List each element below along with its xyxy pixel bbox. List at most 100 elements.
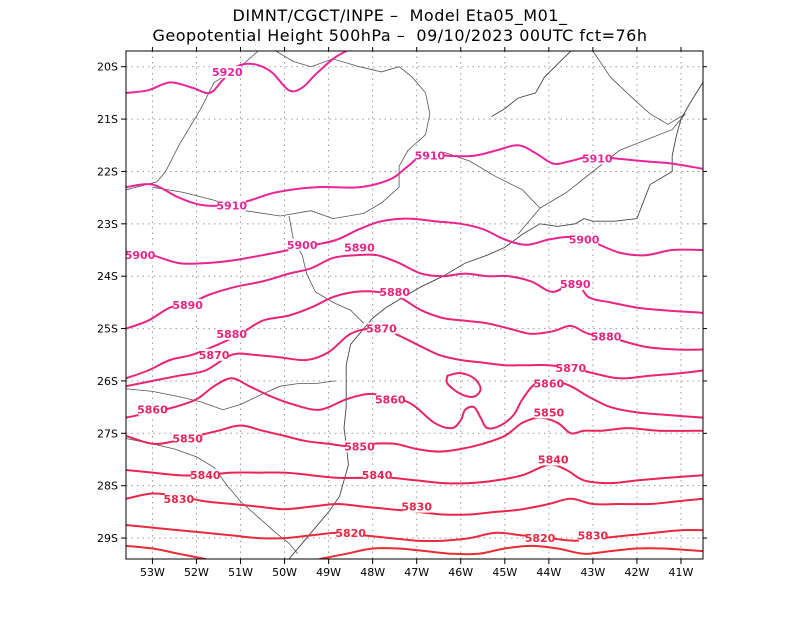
- contour-line-5880: [126, 290, 703, 380]
- lat-tick-label: 26S: [97, 375, 118, 388]
- contour-label-bg: [345, 440, 374, 453]
- contour-label-bg: [402, 500, 431, 513]
- contour-label: 5870: [366, 322, 397, 336]
- lat-tick-label: 24S: [97, 270, 118, 283]
- contour-line-5890: [126, 253, 703, 330]
- lat-tick-label: 28S: [97, 480, 118, 493]
- lon-tick-label: 52W: [184, 566, 209, 579]
- contour-label-text: 5840: [538, 453, 569, 466]
- lon-tick-label: 50W: [272, 566, 297, 579]
- lon-tick-label: 48W: [360, 566, 385, 579]
- contour-label: 5880: [216, 327, 247, 341]
- contour-label-bg: [363, 469, 392, 482]
- contour-label-bg: [556, 361, 585, 374]
- lat-tick-label: 21S: [97, 113, 118, 126]
- lon-tick-label: 47W: [404, 566, 429, 579]
- contour-label-text: 5910: [415, 150, 446, 163]
- contour-label-text: 5820: [335, 527, 366, 540]
- state-border: [539, 113, 686, 209]
- contour-label-bg: [534, 377, 563, 390]
- contour-label-text: 5870: [556, 362, 587, 375]
- contour-label-bg: [164, 492, 193, 505]
- contour-label-text: 5830: [401, 501, 432, 514]
- contour-label-text: 5880: [379, 286, 410, 299]
- contour-label-bg: [191, 469, 220, 482]
- contour-label-text: 5890: [172, 299, 203, 312]
- contour-label-bg: [213, 65, 242, 78]
- state-border: [275, 51, 431, 188]
- contour-label-bg: [367, 322, 396, 335]
- state-border: [126, 380, 336, 411]
- lon-tick-label: 44W: [536, 566, 561, 579]
- contour-label: 5880: [379, 285, 410, 299]
- contour-label: 5890: [560, 278, 591, 291]
- state-border: [592, 51, 686, 125]
- contour-label: 5830: [578, 529, 609, 542]
- contour-line-5900: [126, 217, 703, 265]
- contour-label: 5890: [344, 241, 375, 254]
- contour-label-text: 5920: [212, 66, 243, 79]
- contour-label-text: 5820: [525, 532, 556, 545]
- contour-label: 5910: [415, 149, 446, 163]
- lat-tick-label: 27S: [97, 427, 118, 440]
- contour-label: 5820: [525, 532, 556, 545]
- contour-label-text: 5830: [578, 529, 609, 542]
- contour-label: 5890: [172, 299, 203, 312]
- contour-label: 5860: [375, 393, 406, 406]
- contour-label-text: 5890: [560, 278, 591, 291]
- contour-label-bg: [173, 299, 202, 311]
- contour-line-5860: [126, 377, 703, 430]
- contour-label-text: 5850: [344, 440, 375, 453]
- contour-label: 5860: [534, 377, 565, 391]
- contour-label: 5900: [569, 233, 600, 247]
- contour-label-bg: [217, 199, 246, 212]
- contour-label: 5840: [538, 453, 569, 466]
- contour-labels: 5920 5910 5910 5910 5900 5900 5900 5890 5890 5890…: [125, 65, 622, 545]
- contour-label-bg: [534, 406, 563, 419]
- contour-label-bg: [126, 249, 154, 262]
- height-contours: [126, 51, 703, 559]
- lat-tick-label: 20S: [97, 61, 118, 74]
- contour-label-bg: [217, 327, 246, 340]
- contour-line-5820: [126, 524, 703, 542]
- contour-label-bg: [200, 348, 229, 361]
- contour-line-5810: [126, 544, 207, 559]
- contour-label-text: 5860: [137, 404, 168, 417]
- contour-label-bg: [288, 238, 317, 251]
- contour-label: 5910: [582, 152, 613, 165]
- contour-label-bg: [539, 453, 568, 466]
- state-border: [126, 438, 299, 555]
- lon-tick-label: 53W: [140, 566, 165, 579]
- plot-frame: [125, 50, 704, 560]
- contour-label: 5860: [137, 403, 168, 417]
- contour-label-text: 5850: [534, 406, 565, 419]
- contour-label: 5850: [344, 440, 375, 453]
- contour-label: 5900: [125, 249, 156, 262]
- contour-label: 5870: [199, 348, 230, 362]
- contour-label-bg: [336, 526, 365, 539]
- contour-label-bg: [173, 432, 202, 445]
- contour-label: 5840: [190, 469, 221, 482]
- contour-label-text: 5860: [534, 378, 565, 391]
- contour-label: 5910: [216, 199, 247, 212]
- contour-label-text: 5850: [172, 433, 203, 446]
- contour-line-5850: [126, 416, 703, 453]
- contour-line-5860: [445, 372, 482, 398]
- contour-label: 5850: [172, 432, 203, 446]
- axis-ticks: 53W 52W 51W 50W 49W 48W 47W 46W 45W 44W 43W 42W 41W 2…: [97, 47, 707, 579]
- contour-label-text: 5900: [569, 234, 600, 247]
- contour-label-bg: [578, 529, 607, 542]
- contour-label: 5850: [534, 406, 565, 419]
- state-border: [438, 150, 541, 235]
- contour-label-bg: [138, 403, 167, 416]
- contour-label-text: 5840: [190, 469, 221, 482]
- contour-label: 5900: [287, 238, 318, 252]
- contour-label-bg: [583, 152, 612, 165]
- coastline: [288, 82, 703, 559]
- lon-tick-label: 42W: [624, 566, 649, 579]
- lon-tick-label: 43W: [580, 566, 605, 579]
- contour-label-bg: [592, 330, 621, 343]
- contour-label: 5840: [362, 469, 393, 482]
- contour-line-5840: [126, 463, 703, 485]
- lon-tick-label: 41W: [669, 566, 694, 579]
